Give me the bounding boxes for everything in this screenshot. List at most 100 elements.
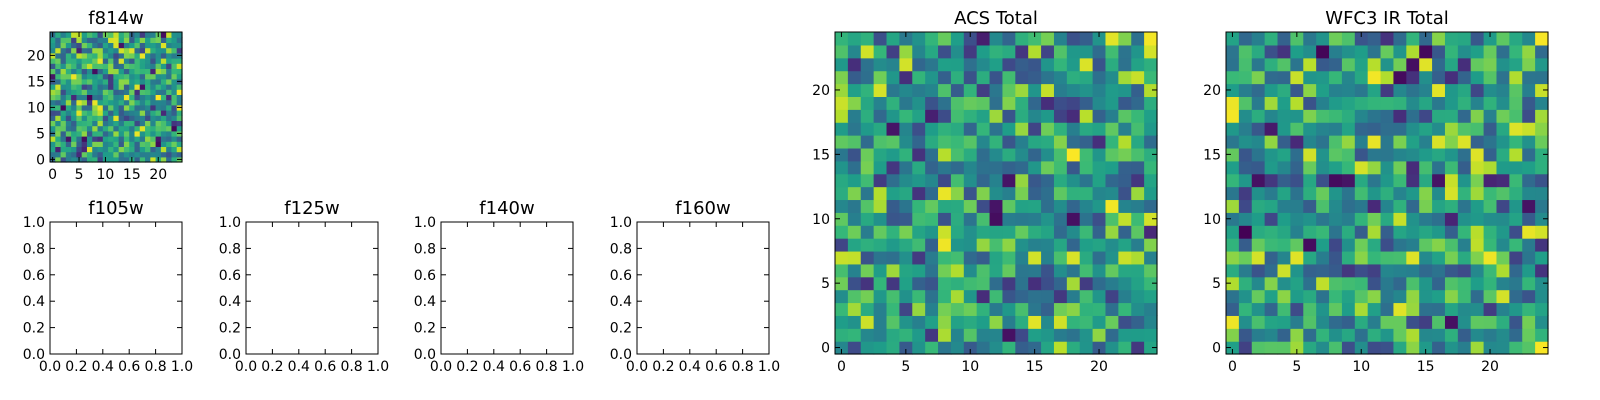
heatmap-cell bbox=[925, 315, 939, 329]
heatmap-cell bbox=[912, 57, 926, 72]
heatmap-cell bbox=[1053, 122, 1068, 136]
heatmap-cell bbox=[1535, 315, 1549, 329]
y-tick-label: 1.0 bbox=[219, 215, 241, 231]
heatmap-cell bbox=[1483, 57, 1498, 72]
heatmap-cell bbox=[108, 136, 114, 142]
y-tick-label: 15 bbox=[1203, 147, 1221, 163]
heatmap-cell bbox=[65, 136, 72, 142]
heatmap-cell bbox=[835, 212, 849, 226]
heatmap-cell bbox=[847, 289, 862, 304]
heatmap-cell bbox=[102, 136, 109, 142]
heatmap-cell bbox=[1483, 302, 1498, 316]
heatmap-cell bbox=[1277, 250, 1291, 265]
heatmap-cell bbox=[847, 212, 862, 226]
heatmap-cell bbox=[71, 73, 77, 80]
heatmap-cell bbox=[1028, 186, 1042, 201]
heatmap-cell bbox=[171, 104, 178, 111]
heatmap-cell bbox=[97, 78, 104, 85]
heatmap-cell bbox=[950, 57, 965, 72]
heatmap-cell bbox=[1367, 212, 1382, 226]
y-tick-label: 20 bbox=[27, 48, 45, 64]
heatmap-cell bbox=[118, 37, 125, 43]
heatmap-cell bbox=[150, 99, 157, 106]
heatmap-cell bbox=[139, 84, 146, 90]
heatmap-cell bbox=[71, 94, 77, 101]
heatmap-cell bbox=[1316, 302, 1330, 316]
heatmap-cell bbox=[938, 160, 952, 175]
heatmap-cell bbox=[925, 212, 939, 226]
heatmap-cell bbox=[1290, 83, 1304, 97]
heatmap-cell bbox=[1367, 238, 1382, 252]
heatmap-cell bbox=[123, 42, 130, 49]
heatmap-cell bbox=[1226, 44, 1240, 59]
heatmap-cell bbox=[1015, 186, 1029, 201]
heatmap-cell bbox=[92, 130, 99, 137]
heatmap-cell bbox=[55, 130, 62, 137]
heatmap-cell bbox=[950, 263, 965, 278]
heatmap-cell bbox=[1432, 96, 1446, 110]
heatmap-cell bbox=[1316, 96, 1330, 110]
heatmap-cell bbox=[1041, 44, 1055, 59]
heatmap-cell bbox=[950, 276, 965, 291]
heatmap-cell bbox=[97, 94, 104, 101]
heatmap-cell bbox=[886, 122, 900, 136]
heatmap-cell bbox=[60, 115, 67, 121]
heatmap-cell bbox=[160, 125, 167, 132]
heatmap-cell bbox=[123, 89, 130, 95]
heatmap-cell bbox=[150, 120, 157, 127]
heatmap-cell bbox=[1002, 96, 1016, 110]
heatmap-cell bbox=[963, 328, 978, 342]
heatmap-cell bbox=[134, 141, 141, 147]
heatmap-cell bbox=[139, 130, 146, 137]
heatmap-cell bbox=[1496, 44, 1510, 59]
heatmap-cell bbox=[134, 68, 141, 75]
heatmap-cell bbox=[81, 37, 88, 43]
heatmap-cell bbox=[1406, 173, 1420, 188]
heatmap-cell bbox=[1329, 315, 1343, 329]
y-tick-label: 10 bbox=[1203, 212, 1221, 228]
heatmap-cell bbox=[118, 151, 125, 158]
heatmap-cell bbox=[123, 104, 130, 111]
heatmap-cell bbox=[86, 42, 93, 49]
heatmap-cell bbox=[950, 199, 965, 213]
heatmap-cell bbox=[71, 78, 77, 85]
heatmap-cell bbox=[1118, 57, 1132, 72]
heatmap-cell bbox=[912, 44, 926, 59]
heatmap-cell bbox=[847, 315, 862, 329]
heatmap-cell bbox=[60, 130, 67, 137]
heatmap-cell bbox=[97, 151, 104, 158]
heatmap-cell bbox=[1522, 250, 1536, 265]
heatmap-cell bbox=[1277, 238, 1291, 252]
x-tick-label: 0.2 bbox=[65, 359, 87, 375]
heatmap-cell bbox=[1316, 276, 1330, 291]
heatmap-cell bbox=[1457, 147, 1472, 162]
x-tick-label: 1.0 bbox=[562, 359, 584, 375]
heatmap-cell bbox=[1522, 328, 1536, 342]
heatmap-cell bbox=[1290, 276, 1304, 291]
heatmap-cell bbox=[139, 42, 146, 49]
heatmap-cell bbox=[1131, 57, 1145, 72]
heatmap-cell bbox=[1092, 109, 1107, 123]
heatmap-cell bbox=[950, 122, 965, 136]
heatmap-cell bbox=[65, 52, 72, 59]
heatmap-cell bbox=[113, 73, 120, 80]
heatmap-cell bbox=[925, 109, 939, 123]
x-tick-label: 1.0 bbox=[758, 359, 780, 375]
heatmap-cells bbox=[50, 32, 183, 163]
heatmap-cell bbox=[899, 225, 913, 239]
heatmap-cell bbox=[50, 110, 56, 116]
heatmap-cell bbox=[113, 156, 120, 163]
heatmap-cell bbox=[113, 99, 120, 106]
heatmap-cell bbox=[108, 37, 114, 43]
heatmap-cell bbox=[118, 89, 125, 95]
heatmap-cell bbox=[102, 63, 109, 69]
heatmap-cell bbox=[1535, 122, 1549, 136]
heatmap-cell bbox=[847, 186, 862, 201]
heatmap-cell bbox=[176, 146, 183, 153]
heatmap-cell bbox=[1092, 32, 1107, 46]
y-tick-label: 10 bbox=[812, 212, 830, 228]
heatmap-cell bbox=[1066, 225, 1081, 239]
heatmap-cell bbox=[1002, 70, 1016, 85]
heatmap-cell bbox=[1406, 212, 1420, 226]
heatmap-cell bbox=[899, 186, 913, 201]
